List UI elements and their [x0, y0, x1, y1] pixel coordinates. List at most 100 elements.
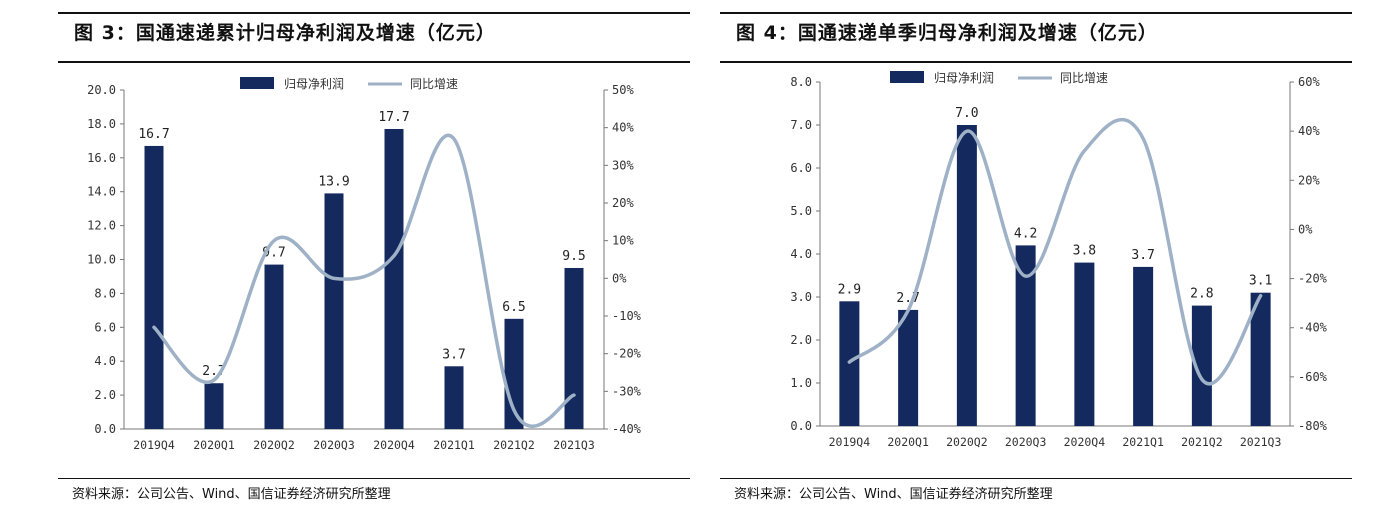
y-right-tick-label: 0%	[1298, 222, 1313, 236]
bar	[1191, 305, 1212, 426]
data-label: 3.7	[1131, 248, 1154, 263]
y-left-tick-label: 2.0	[790, 333, 812, 347]
legend-swatch-bar	[890, 71, 924, 83]
legend-label-line: 同比增速	[410, 77, 458, 91]
y-left-tick-label: 8.0	[790, 75, 812, 89]
bar	[898, 309, 919, 426]
y-right-tick-label: 60%	[1298, 75, 1320, 89]
y-right-tick-label: -20%	[612, 347, 642, 361]
x-tick-label: 2021Q1	[433, 438, 475, 452]
data-label: 3.8	[1073, 244, 1096, 259]
y-left-tick-label: 7.0	[790, 118, 812, 132]
data-label: 16.7	[138, 127, 169, 142]
y-left-tick-label: 10.0	[87, 253, 116, 267]
bar	[564, 267, 584, 429]
bar	[324, 193, 344, 429]
bar	[384, 128, 404, 430]
x-tick-label: 2020Q3	[313, 438, 355, 452]
y-left-tick-label: 6.0	[94, 320, 116, 334]
data-label: 6.5	[502, 300, 525, 315]
y-left-tick-label: 2.0	[94, 388, 116, 402]
data-label: 3.1	[1249, 274, 1272, 289]
bar	[1015, 245, 1036, 426]
y-right-tick-label: -10%	[612, 309, 642, 323]
x-tick-label: 2021Q1	[1122, 435, 1164, 449]
y-left-tick-label: 0.0	[94, 422, 116, 436]
y-right-tick-label: 30%	[612, 158, 634, 172]
x-tick-label: 2020Q2	[946, 435, 988, 449]
data-label: 9.5	[562, 249, 585, 264]
data-label: 7.0	[955, 106, 978, 121]
chart-panel-quarterly: 图 4：国通速递单季归母净利润及增速（亿元） 0.0 1.0 2.0 3.0 4.0 5.…	[720, 0, 1352, 512]
y-right-tick-label: 0%	[612, 271, 627, 285]
legend-swatch-bar	[240, 77, 274, 89]
data-label: 2.8	[1190, 287, 1213, 302]
bar	[144, 145, 164, 429]
bar	[264, 264, 284, 429]
x-tick-label: 2021Q3	[1240, 435, 1282, 449]
bar	[1074, 262, 1095, 426]
legend-label-bar: 归母净利润	[934, 71, 994, 85]
source-rule	[720, 478, 1352, 479]
y-left-tick-label: 14.0	[87, 185, 116, 199]
chart-title: 图 3：国通速递累计归母净利润及增速（亿元）	[74, 22, 496, 44]
bar-line-chart: 0.0 1.0 2.0 3.0 4.0 5.0 6.0 7.0 8.0 -80% -60% -40% -…	[790, 71, 1328, 449]
bar-line-chart: 0.0 2.0 4.0 6.0 8.0 10.0 12.0 14.0 16.0 18.0 20.0 -…	[87, 77, 642, 452]
y-left-tick-label: 1.0	[790, 376, 812, 390]
x-tick-label: 2019Q4	[829, 435, 871, 449]
source-rule	[58, 478, 690, 479]
legend-label-bar: 归母净利润	[284, 77, 344, 91]
bar	[1133, 266, 1154, 426]
y-right-tick-label: -30%	[612, 384, 642, 398]
bar	[204, 383, 224, 429]
series-line-growth	[152, 133, 576, 429]
series-line-growth	[847, 117, 1263, 386]
chart-panel-cumulative: 图 3：国通速递累计归母净利润及增速（亿元） 0.0 2.0 4.0 6.0 8.0 10…	[58, 0, 690, 512]
y-right-tick-label: 40%	[1298, 124, 1320, 138]
bar	[1250, 292, 1271, 426]
bar	[956, 125, 977, 426]
x-tick-label: 2020Q3	[1005, 435, 1047, 449]
source-note: 资料来源：公司公告、Wind、国信证券经济研究所整理	[734, 487, 1053, 502]
x-tick-label: 2021Q3	[553, 438, 595, 452]
y-left-tick-label: 20.0	[87, 83, 116, 97]
legend-label-line: 同比增速	[1060, 71, 1108, 85]
data-label: 4.2	[1014, 226, 1037, 241]
x-tick-label: 2021Q2	[493, 438, 535, 452]
x-tick-label: 2020Q4	[373, 438, 415, 452]
bar	[444, 366, 464, 429]
y-left-tick-label: 3.0	[790, 290, 812, 304]
y-right-tick-label: -80%	[1298, 419, 1328, 433]
y-right-tick-label: 20%	[1298, 173, 1320, 187]
y-right-tick-label: 10%	[612, 234, 634, 248]
y-left-tick-label: 5.0	[790, 204, 812, 218]
y-right-tick-label: -40%	[1298, 321, 1328, 335]
chart-title: 图 4：国通速递单季归母净利润及增速（亿元）	[736, 22, 1158, 44]
source-note: 资料来源：公司公告、Wind、国信证券经济研究所整理	[72, 487, 391, 502]
data-label: 17.7	[378, 110, 409, 125]
data-label: 3.7	[442, 347, 465, 362]
x-tick-label: 2019Q4	[133, 438, 175, 452]
y-left-tick-label: 12.0	[87, 219, 116, 233]
x-tick-label: 2020Q4	[1064, 435, 1106, 449]
y-left-tick-label: 4.0	[94, 354, 116, 368]
y-left-tick-label: 4.0	[790, 247, 812, 261]
y-left-tick-label: 6.0	[790, 161, 812, 175]
y-left-tick-label: 8.0	[94, 286, 116, 300]
data-label: 2.9	[838, 282, 861, 297]
y-left-tick-label: 0.0	[790, 419, 812, 433]
y-right-tick-label: 50%	[612, 83, 634, 97]
x-tick-label: 2020Q1	[193, 438, 235, 452]
title-rule	[720, 61, 1352, 63]
top-rule	[720, 12, 1352, 14]
y-right-tick-label: 40%	[612, 121, 634, 135]
title-rule	[58, 61, 690, 63]
top-rule	[58, 12, 690, 14]
y-right-tick-label: 20%	[612, 196, 634, 210]
data-label: 13.9	[318, 174, 349, 189]
x-tick-label: 2020Q1	[887, 435, 929, 449]
y-right-tick-label: -40%	[612, 422, 642, 436]
y-left-tick-label: 18.0	[87, 117, 116, 131]
y-right-tick-label: -20%	[1298, 272, 1328, 286]
y-right-tick-label: -60%	[1298, 370, 1328, 384]
